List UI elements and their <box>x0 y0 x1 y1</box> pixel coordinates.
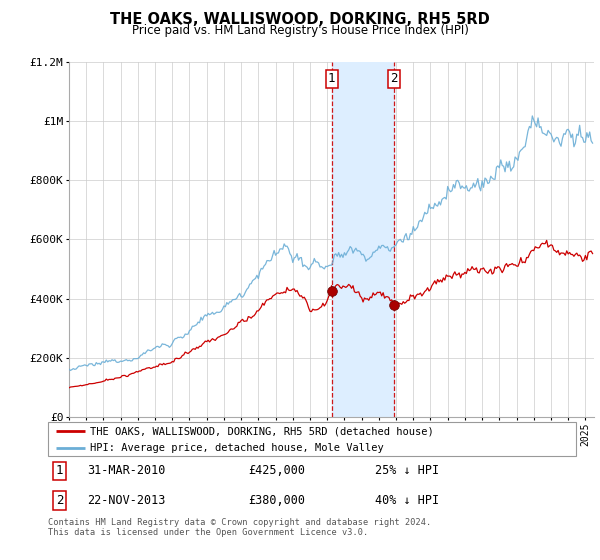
Text: 1: 1 <box>56 464 64 478</box>
Text: 40% ↓ HPI: 40% ↓ HPI <box>376 494 439 507</box>
Text: 22-NOV-2013: 22-NOV-2013 <box>88 494 166 507</box>
Bar <box>331 62 394 417</box>
Text: THE OAKS, WALLISWOOD, DORKING, RH5 5RD (detached house): THE OAKS, WALLISWOOD, DORKING, RH5 5RD (… <box>90 426 434 436</box>
Text: £380,000: £380,000 <box>248 494 305 507</box>
Text: Contains HM Land Registry data © Crown copyright and database right 2024.
This d: Contains HM Land Registry data © Crown c… <box>48 518 431 538</box>
Text: 2: 2 <box>56 494 64 507</box>
Text: Price paid vs. HM Land Registry's House Price Index (HPI): Price paid vs. HM Land Registry's House … <box>131 24 469 37</box>
Text: 31-MAR-2010: 31-MAR-2010 <box>88 464 166 478</box>
Text: £425,000: £425,000 <box>248 464 305 478</box>
Text: 2: 2 <box>391 72 398 85</box>
Text: THE OAKS, WALLISWOOD, DORKING, RH5 5RD: THE OAKS, WALLISWOOD, DORKING, RH5 5RD <box>110 12 490 27</box>
FancyBboxPatch shape <box>48 422 576 456</box>
Text: 1: 1 <box>328 72 335 85</box>
Text: HPI: Average price, detached house, Mole Valley: HPI: Average price, detached house, Mole… <box>90 443 384 452</box>
Text: 25% ↓ HPI: 25% ↓ HPI <box>376 464 439 478</box>
